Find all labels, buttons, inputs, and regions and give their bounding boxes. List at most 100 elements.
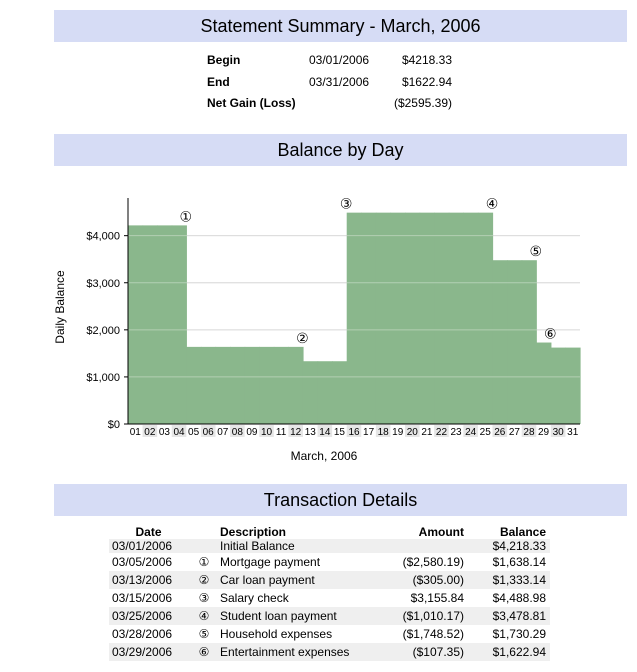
balance-bar — [346, 212, 362, 424]
cell-date: 03/15/2006 — [112, 591, 173, 605]
x-tick-bg — [346, 425, 362, 437]
cell-date: 03/13/2006 — [109, 571, 188, 589]
cell-date: 03/05/2006 — [112, 555, 173, 569]
x-tick-label: 23 — [451, 427, 463, 438]
cell-amount: $3,155.84 — [410, 591, 464, 605]
table-row: 03/13/2006 ② Car loan payment ($305.00) $1,3… — [109, 571, 550, 589]
x-tick-label: 19 — [392, 427, 404, 438]
balance-bar — [361, 212, 377, 424]
table-header-row: Date Description Amount Balance — [109, 525, 550, 539]
x-tick-label: 24 — [465, 427, 477, 438]
x-tick-label: 16 — [348, 427, 360, 438]
table-row: 03/05/2006 ① Mortgage payment ($2,580.19) $1… — [109, 553, 550, 571]
cell-description: Mortgage payment — [220, 555, 321, 569]
cell-amount — [380, 539, 464, 553]
balance-bar — [215, 346, 231, 424]
cell-mark: ④ — [188, 607, 220, 625]
transaction-marker: ① — [180, 208, 193, 224]
table-row: 03/25/2006 ④ Student loan payment ($1,010.1… — [109, 607, 550, 625]
balance-bar — [419, 212, 435, 424]
balance-bar — [332, 361, 348, 424]
balance-chart: $0 $1,000 $2,000 $3,000 $4,000 01 02 03 04 05 06 07… — [53, 196, 581, 463]
summary-amount: $4218.33 — [401, 53, 452, 67]
balance-bar — [448, 212, 464, 424]
summary-label: End — [207, 75, 230, 89]
balance-bar — [230, 346, 246, 424]
cell-date: 03/25/2006 — [109, 607, 188, 625]
x-tick-label: 01 — [130, 427, 142, 438]
x-tick-label: 09 — [246, 427, 258, 438]
transaction-marker: ④ — [486, 196, 499, 212]
x-tick-bg — [200, 425, 216, 437]
cell-mark: ③ — [198, 591, 210, 605]
summary-amount: ($2595.39) — [393, 96, 452, 110]
cell-description: Initial Balance — [220, 539, 380, 553]
x-tick-label: 04 — [173, 427, 185, 438]
x-tick-label: 26 — [494, 427, 506, 438]
balance-bar — [565, 347, 581, 424]
transaction-marker: ⑥ — [544, 326, 557, 342]
balance-bar — [390, 212, 406, 424]
x-tick-bg — [288, 425, 303, 437]
x-tick-label: 15 — [334, 427, 346, 438]
balance-bar — [507, 260, 523, 424]
transactions-title: Transaction Details — [54, 484, 627, 516]
x-tick-bg — [171, 425, 187, 437]
x-tick-label: 02 — [144, 427, 156, 438]
balance-bar — [536, 342, 552, 424]
balance-bar — [288, 346, 304, 424]
summary-row-begin: Begin 03/01/2006 $4218.33 — [207, 53, 467, 71]
x-tick-label: 08 — [232, 427, 244, 438]
x-tick-bg — [230, 425, 245, 437]
cell-mark: ⑤ — [198, 627, 210, 641]
balance-bar — [492, 260, 508, 424]
cell-date: 03/29/2006 — [109, 643, 188, 661]
x-tick-bg — [259, 425, 274, 437]
x-tick-label: 17 — [363, 427, 375, 438]
cell-balance: $3,478.81 — [464, 607, 550, 625]
x-tick-label: 07 — [217, 427, 229, 438]
x-tick-bg — [142, 425, 158, 437]
balance-bar — [200, 346, 217, 424]
summary-amount: $1622.94 — [401, 75, 452, 89]
balance-bar — [463, 212, 479, 424]
balance-bar — [273, 346, 289, 424]
x-tick-label: 21 — [421, 427, 433, 438]
balance-bar — [477, 212, 494, 424]
x-tick-bg — [463, 425, 478, 437]
transaction-marker: ③ — [340, 196, 353, 212]
cell-balance: $4,218.33 — [464, 539, 550, 553]
cell-amount: ($1,748.52) — [402, 627, 464, 641]
y-tick-label: $3,000 — [86, 278, 120, 290]
cell-mark: ② — [188, 571, 220, 589]
x-tick-label: 14 — [319, 427, 331, 438]
transaction-marker: ⑤ — [529, 243, 542, 259]
cell-description: Household expenses — [220, 627, 333, 641]
balance-bar — [142, 225, 158, 424]
cell-amount: ($2,580.19) — [402, 555, 464, 569]
col-mark-header — [188, 525, 220, 539]
x-tick-label: 20 — [407, 427, 419, 438]
transaction-marker: ② — [296, 330, 309, 346]
y-tick-label: $4,000 — [86, 231, 120, 243]
x-tick-label: 22 — [436, 427, 448, 438]
balance-bar — [317, 361, 333, 424]
balance-bar — [186, 346, 202, 424]
balance-bar — [375, 212, 392, 424]
x-tick-label: 18 — [378, 427, 390, 438]
balance-bar — [405, 212, 421, 424]
cell-balance: $1,730.29 — [492, 627, 546, 641]
y-axis-label: Daily Balance — [53, 270, 67, 344]
col-balance-header: Balance — [499, 525, 546, 539]
x-tick-label: 10 — [261, 427, 273, 438]
cell-amount: ($107.35) — [380, 643, 464, 661]
balance-bar — [434, 212, 450, 424]
x-tick-bg — [521, 425, 537, 437]
transactions-table: Date Description Amount Balance 03/01/20… — [109, 525, 550, 661]
cell-mark: ① — [198, 555, 210, 569]
cell-amount: ($1,010.17) — [380, 607, 464, 625]
x-tick-bg — [492, 425, 508, 437]
x-tick-label: 31 — [567, 427, 579, 438]
x-tick-label: 06 — [203, 427, 215, 438]
chart-section-title: Balance by Day — [54, 134, 627, 166]
